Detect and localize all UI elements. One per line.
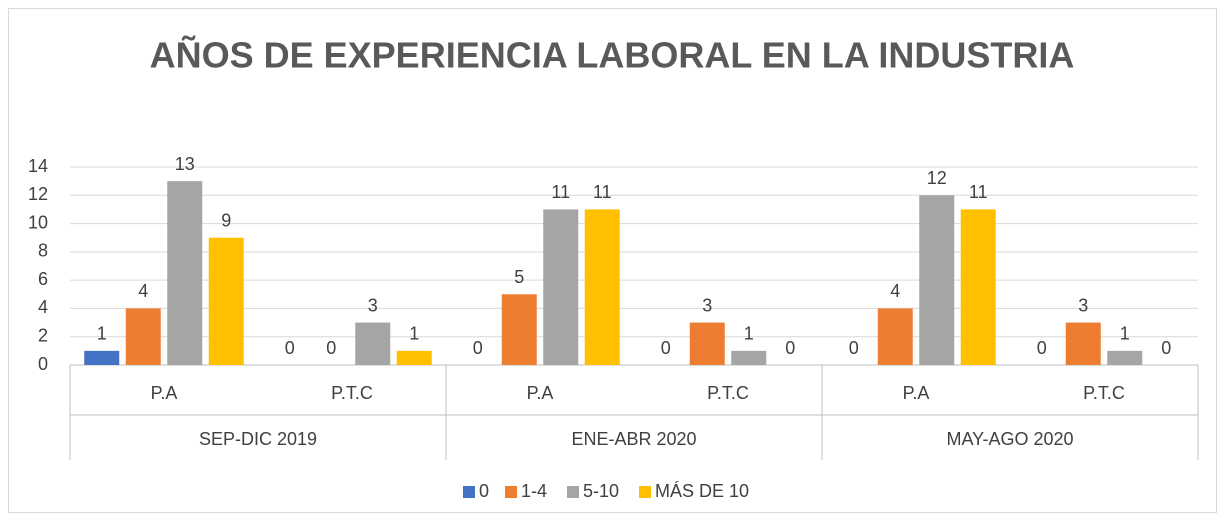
legend-swatch bbox=[505, 486, 517, 498]
data-label: 11 bbox=[593, 182, 612, 202]
data-label: 0 bbox=[326, 338, 336, 358]
bar bbox=[1107, 350, 1143, 365]
group-label: SEP-DIC 2019 bbox=[199, 429, 317, 449]
data-label: 13 bbox=[175, 154, 195, 174]
x-tick-label: P.A bbox=[903, 383, 930, 403]
data-label: 0 bbox=[661, 338, 671, 358]
legend-label: MÁS DE 10 bbox=[655, 481, 749, 501]
x-tick-label: P.T.C bbox=[1083, 383, 1125, 403]
bar bbox=[543, 209, 579, 365]
data-label: 0 bbox=[785, 338, 795, 358]
data-label: 0 bbox=[285, 338, 295, 358]
legend-swatch bbox=[567, 486, 579, 498]
data-label: 1 bbox=[1120, 324, 1130, 344]
x-tick-label: P.A bbox=[527, 383, 554, 403]
data-label: 1 bbox=[97, 324, 107, 344]
bar bbox=[1065, 322, 1101, 365]
bar bbox=[501, 294, 537, 365]
y-tick-label: 8 bbox=[38, 241, 48, 261]
legend-label: 0 bbox=[479, 481, 489, 501]
data-label: 5 bbox=[514, 267, 524, 287]
y-tick-label: 12 bbox=[28, 184, 48, 204]
bar bbox=[167, 181, 203, 365]
group-label: MAY-AGO 2020 bbox=[946, 429, 1073, 449]
data-label: 4 bbox=[890, 281, 900, 301]
bar bbox=[731, 350, 767, 365]
legend-swatch bbox=[463, 486, 475, 498]
data-label: 3 bbox=[702, 295, 712, 315]
data-label: 3 bbox=[1078, 295, 1088, 315]
bar bbox=[84, 350, 120, 365]
bar bbox=[355, 322, 391, 365]
bar bbox=[689, 322, 725, 365]
bar bbox=[877, 308, 913, 365]
y-tick-label: 4 bbox=[38, 297, 48, 317]
y-tick-label: 0 bbox=[38, 354, 48, 374]
legend-label: 5-10 bbox=[583, 481, 619, 501]
data-label: 9 bbox=[221, 210, 231, 230]
x-tick-label: P.T.C bbox=[707, 383, 749, 403]
data-label: 3 bbox=[368, 295, 378, 315]
y-tick-label: 10 bbox=[28, 212, 48, 232]
bar bbox=[208, 237, 244, 365]
x-tick-label: P.T.C bbox=[331, 383, 373, 403]
y-tick-label: 6 bbox=[38, 269, 48, 289]
bar bbox=[919, 195, 955, 365]
data-label: 11 bbox=[969, 182, 988, 202]
legend-swatch bbox=[639, 486, 651, 498]
data-label: 0 bbox=[849, 338, 859, 358]
data-label: 4 bbox=[138, 281, 148, 301]
y-tick-label: 14 bbox=[28, 156, 48, 176]
legend-label: 1-4 bbox=[521, 481, 547, 501]
data-label: 11 bbox=[551, 182, 570, 202]
bar bbox=[125, 308, 161, 365]
data-label: 1 bbox=[409, 324, 419, 344]
bar bbox=[960, 209, 996, 365]
bar bbox=[584, 209, 620, 365]
x-tick-label: P.A bbox=[151, 383, 178, 403]
y-tick-label: 2 bbox=[38, 325, 48, 345]
bar bbox=[396, 350, 432, 365]
data-label: 0 bbox=[1037, 338, 1047, 358]
chart-title: AÑOS DE EXPERIENCIA LABORAL EN LA INDUST… bbox=[150, 34, 1075, 76]
group-label: ENE-ABR 2020 bbox=[571, 429, 696, 449]
data-label: 0 bbox=[473, 338, 483, 358]
data-label: 1 bbox=[744, 324, 754, 344]
data-label: 0 bbox=[1161, 338, 1171, 358]
data-label: 12 bbox=[927, 168, 947, 188]
